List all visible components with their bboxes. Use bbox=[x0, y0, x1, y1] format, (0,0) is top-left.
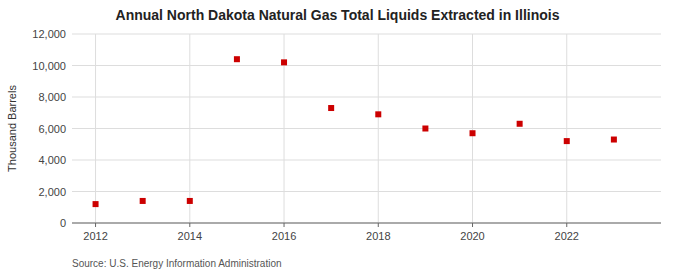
y-tick-label: 0 bbox=[60, 217, 66, 229]
x-tick bbox=[284, 223, 285, 227]
x-axis-line bbox=[72, 223, 661, 224]
point bbox=[470, 130, 476, 136]
point bbox=[611, 137, 617, 143]
chart-container: Annual North Dakota Natural Gas Total Li… bbox=[0, 0, 675, 275]
y-axis-label: Thousand Barrels bbox=[6, 85, 18, 172]
x-tick-label: 2016 bbox=[272, 230, 296, 242]
x-grid-line bbox=[378, 34, 379, 223]
point bbox=[375, 111, 381, 117]
y-tick-label: 12,000 bbox=[32, 28, 66, 40]
x-tick bbox=[378, 223, 379, 227]
points bbox=[93, 56, 617, 207]
y-tick-label: 2,000 bbox=[38, 186, 66, 198]
x-tick-label: 2018 bbox=[366, 230, 390, 242]
point bbox=[234, 56, 240, 62]
grid bbox=[72, 34, 661, 223]
point bbox=[328, 105, 334, 111]
y-grid-line bbox=[72, 191, 661, 192]
x-tick-label: 2014 bbox=[178, 230, 202, 242]
x-tick bbox=[472, 223, 473, 227]
point bbox=[422, 126, 428, 132]
x-tick bbox=[189, 223, 190, 227]
y-grid-line bbox=[72, 128, 661, 129]
point bbox=[93, 201, 99, 207]
point bbox=[281, 59, 287, 65]
title: Annual North Dakota Natural Gas Total Li… bbox=[116, 7, 560, 23]
x-tick bbox=[95, 223, 96, 227]
x-tick-label: 2022 bbox=[555, 230, 579, 242]
axes: 0 2,000 4,000 6,000 8,000 10,000 12,000 2012 201… bbox=[32, 28, 661, 242]
y-tick-label: 8,000 bbox=[38, 91, 66, 103]
point bbox=[187, 198, 193, 204]
point bbox=[564, 138, 570, 144]
x-tick bbox=[566, 223, 567, 227]
x-tick-label: 2012 bbox=[83, 230, 107, 242]
source-note: Source: U.S. Energy Information Administ… bbox=[72, 258, 282, 269]
y-tick-label: 6,000 bbox=[38, 123, 66, 135]
y-grid-line bbox=[72, 65, 661, 66]
y-grid-line bbox=[72, 34, 661, 35]
x-grid-line bbox=[472, 34, 473, 223]
point bbox=[517, 121, 523, 127]
x-grid-line bbox=[189, 34, 190, 223]
y-grid-line bbox=[72, 223, 661, 224]
y-tick-label: 4,000 bbox=[38, 154, 66, 166]
y-tick-label: 10,000 bbox=[32, 60, 66, 72]
x-grid-line bbox=[566, 34, 567, 223]
x-tick-label: 2020 bbox=[460, 230, 484, 242]
chart-svg: Annual North Dakota Natural Gas Total Li… bbox=[0, 0, 675, 275]
point bbox=[140, 198, 146, 204]
y-grid-line bbox=[72, 160, 661, 161]
x-grid-line bbox=[95, 34, 96, 223]
y-grid-line bbox=[72, 97, 661, 98]
